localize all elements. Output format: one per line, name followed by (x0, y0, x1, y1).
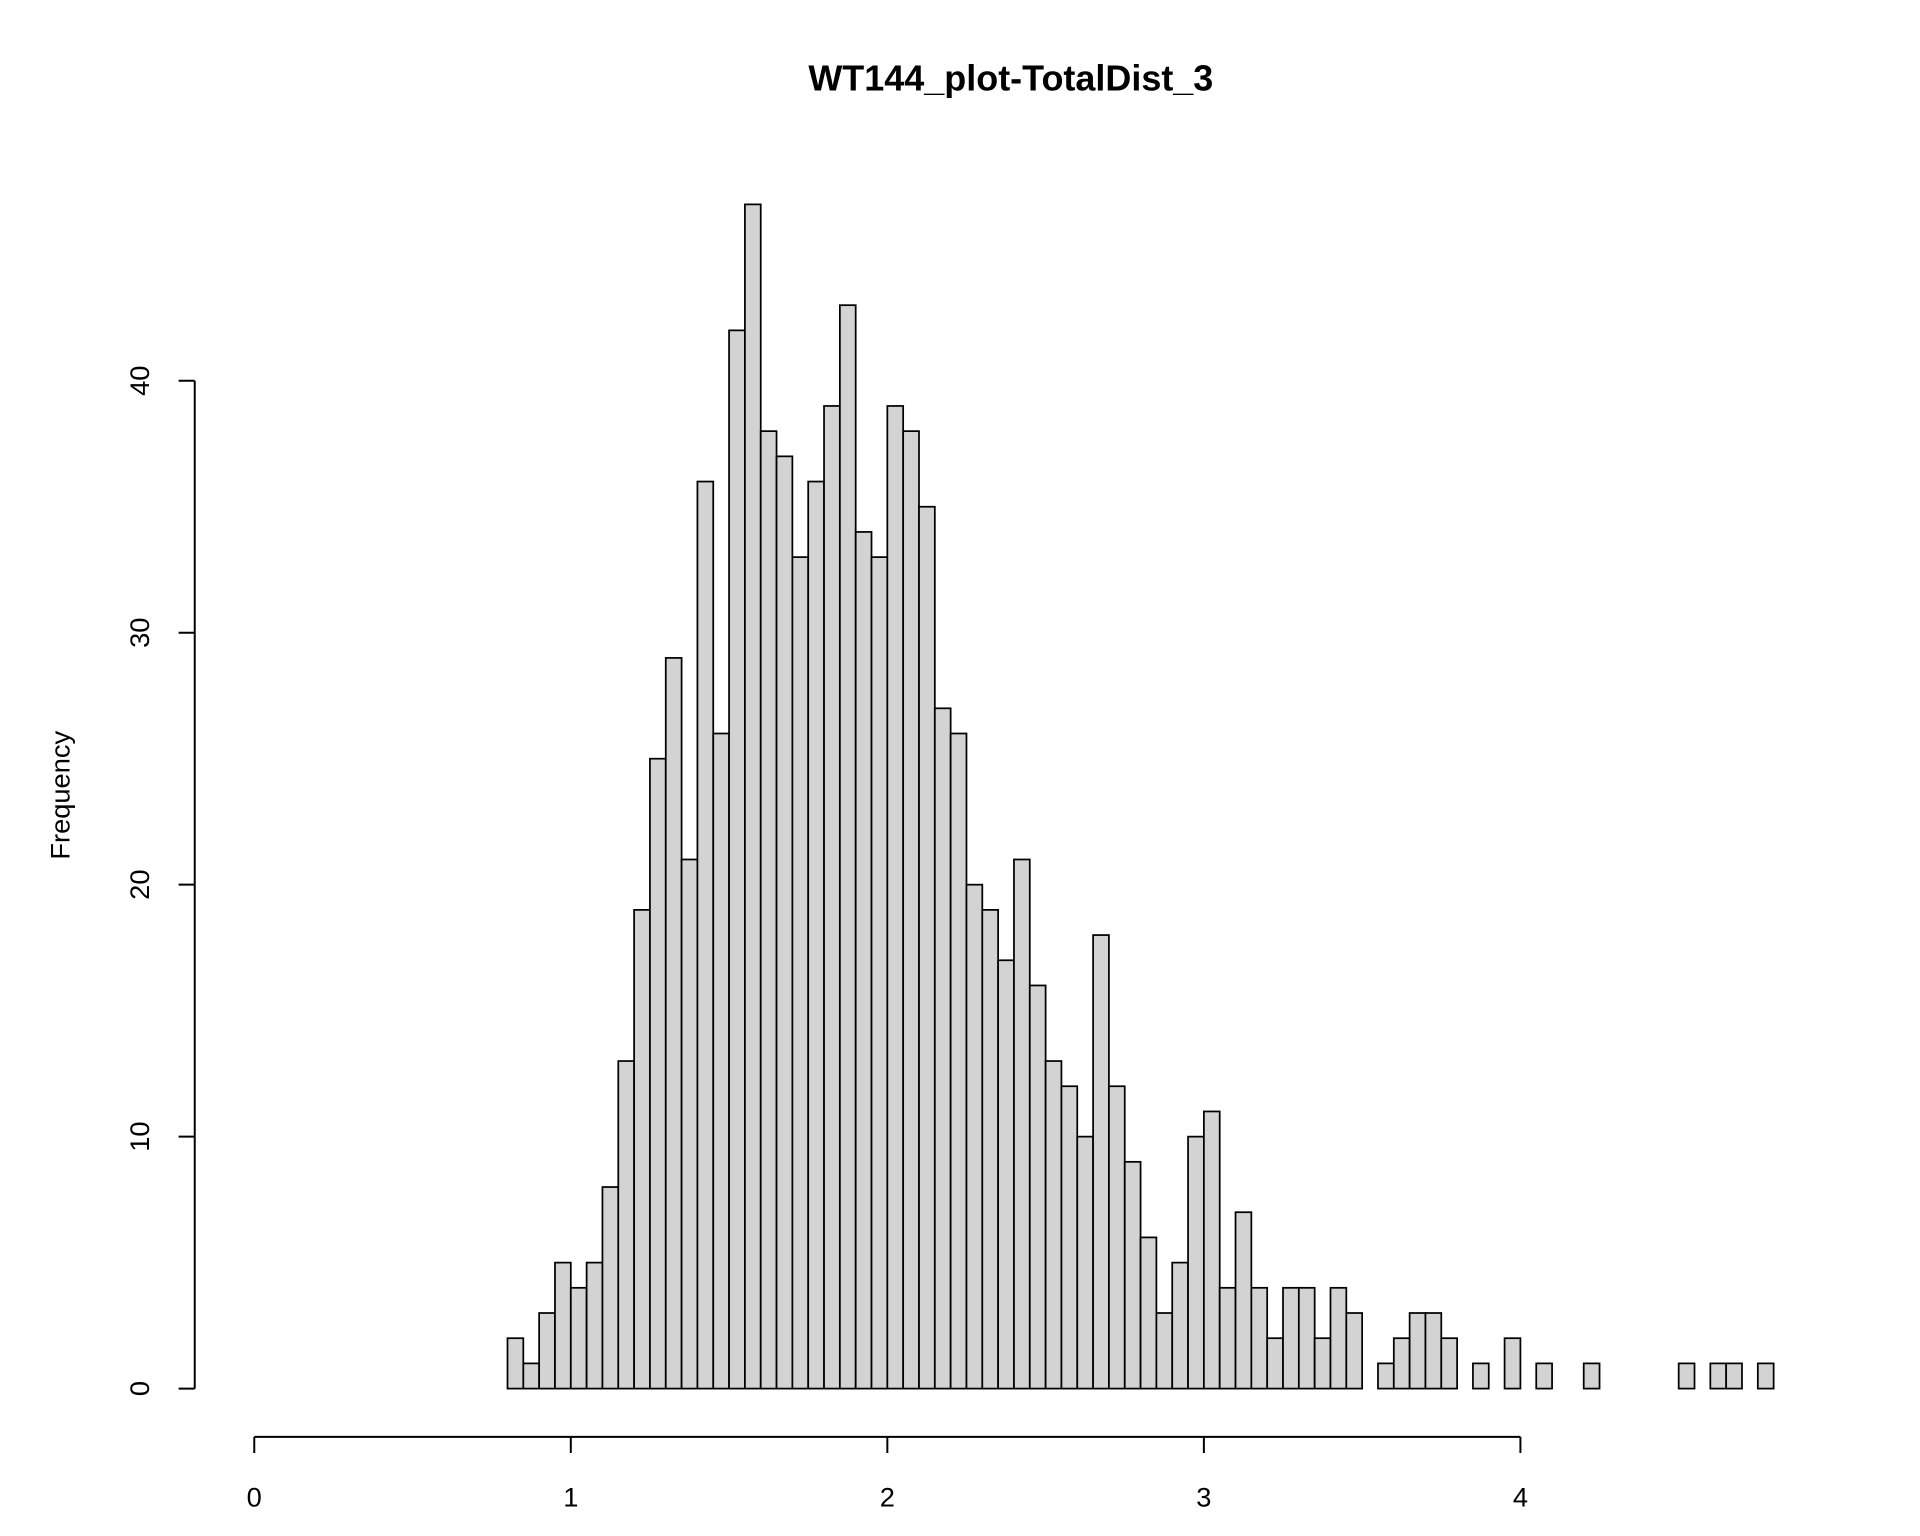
bar (870, 556, 889, 1390)
bar (933, 707, 952, 1390)
bar (569, 1286, 588, 1390)
bar (902, 430, 920, 1390)
bar (1408, 1312, 1427, 1390)
y-tick-label: 0 (124, 1381, 155, 1396)
bar (997, 959, 1015, 1390)
bar (649, 757, 667, 1390)
bar (1503, 1337, 1522, 1390)
y-tick-label: 10 (124, 1121, 155, 1151)
bar (807, 480, 825, 1390)
bar (1535, 1362, 1553, 1390)
bar (981, 909, 999, 1390)
bar (1677, 1362, 1696, 1390)
bar (1282, 1286, 1300, 1390)
bar (1392, 1337, 1411, 1390)
bar (1250, 1286, 1269, 1390)
bar (1725, 1362, 1743, 1390)
bar (1756, 1362, 1775, 1390)
bar (823, 405, 841, 1390)
bar (1092, 934, 1110, 1390)
bar (1297, 1286, 1316, 1390)
bar (538, 1312, 556, 1390)
y-tick-label: 40 (124, 366, 155, 396)
x-tick-label: 1 (563, 1481, 578, 1512)
bar (1440, 1337, 1458, 1390)
bar (838, 304, 857, 1390)
y-axis-label: Frequency (44, 731, 75, 860)
bar (1013, 858, 1031, 1390)
bar (1582, 1362, 1601, 1390)
bar (886, 405, 905, 1390)
bar (791, 556, 810, 1390)
bar (617, 1060, 635, 1390)
bar (664, 657, 683, 1390)
bar (1044, 1060, 1063, 1390)
bar (1203, 1110, 1221, 1390)
bar (1076, 1135, 1094, 1390)
bar (1377, 1362, 1395, 1390)
bar (506, 1337, 525, 1390)
bar (1123, 1160, 1142, 1390)
bar (728, 329, 746, 1390)
bar (712, 732, 730, 1390)
bar (744, 203, 762, 1390)
bar (1709, 1362, 1728, 1390)
bar (918, 505, 936, 1390)
bar (601, 1186, 620, 1390)
bar (965, 883, 984, 1390)
bar (633, 909, 651, 1390)
y-tick-label: 30 (124, 618, 155, 648)
bar (775, 455, 794, 1390)
bar (1171, 1261, 1189, 1390)
bar (1060, 1085, 1079, 1390)
bar (1345, 1312, 1364, 1390)
bar (854, 531, 873, 1390)
bar (1187, 1135, 1205, 1390)
bar (1313, 1337, 1332, 1390)
x-tick-label: 4 (1513, 1481, 1528, 1512)
bar (585, 1261, 604, 1390)
bar (759, 430, 778, 1390)
bar (1028, 984, 1047, 1390)
bar (1218, 1286, 1237, 1390)
bar (1472, 1362, 1490, 1390)
chart-title: WT144_plot-TotalDist_3 (808, 57, 1213, 98)
bar (1155, 1312, 1174, 1390)
bar (680, 858, 699, 1390)
bar (554, 1261, 572, 1390)
bar (949, 732, 968, 1390)
bar (1424, 1312, 1443, 1390)
bar (1266, 1337, 1284, 1390)
x-tick-label: 2 (880, 1481, 895, 1512)
x-tick-label: 0 (247, 1481, 262, 1512)
bar (1234, 1211, 1253, 1390)
bar (1329, 1286, 1348, 1390)
bar (1139, 1236, 1158, 1390)
x-tick-label: 3 (1196, 1481, 1211, 1512)
bar (1108, 1085, 1126, 1390)
y-tick-label: 20 (124, 870, 155, 900)
bar (522, 1362, 541, 1390)
bar (696, 480, 715, 1390)
